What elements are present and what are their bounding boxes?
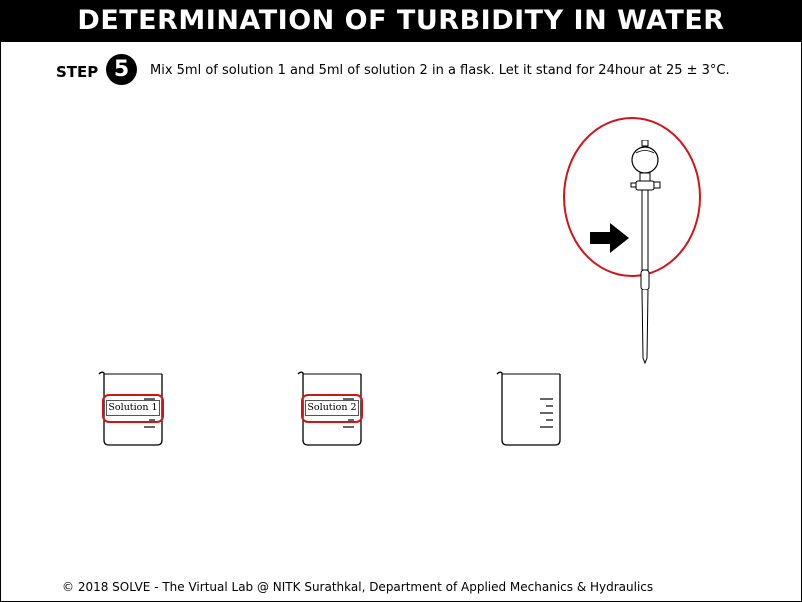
beaker-empty[interactable] [496, 370, 564, 448]
pipette-highlight-circle [563, 117, 701, 277]
beaker-label: Solution 2 [305, 400, 359, 416]
label-highlight [301, 394, 363, 423]
step-number-badge: 5 [106, 54, 137, 85]
beaker-label: Solution 1 [106, 400, 160, 416]
beaker-solution-1[interactable]: Solution 1 [98, 370, 166, 448]
beaker-solution-2[interactable]: Solution 2 [297, 370, 365, 448]
footer-copyright: © 2018 SOLVE - The Virtual Lab @ NITK Su… [62, 580, 654, 594]
step-instruction-text: Mix 5ml of solution 1 and 5ml of solutio… [150, 63, 730, 78]
right-arrow-icon [590, 222, 630, 254]
beaker-icon [496, 371, 561, 446]
step-label: STEP [56, 63, 99, 81]
label-highlight [102, 394, 164, 423]
page-title: DETERMINATION OF TURBIDITY IN WATER [0, 0, 802, 42]
pipette-icon[interactable] [628, 139, 664, 365]
